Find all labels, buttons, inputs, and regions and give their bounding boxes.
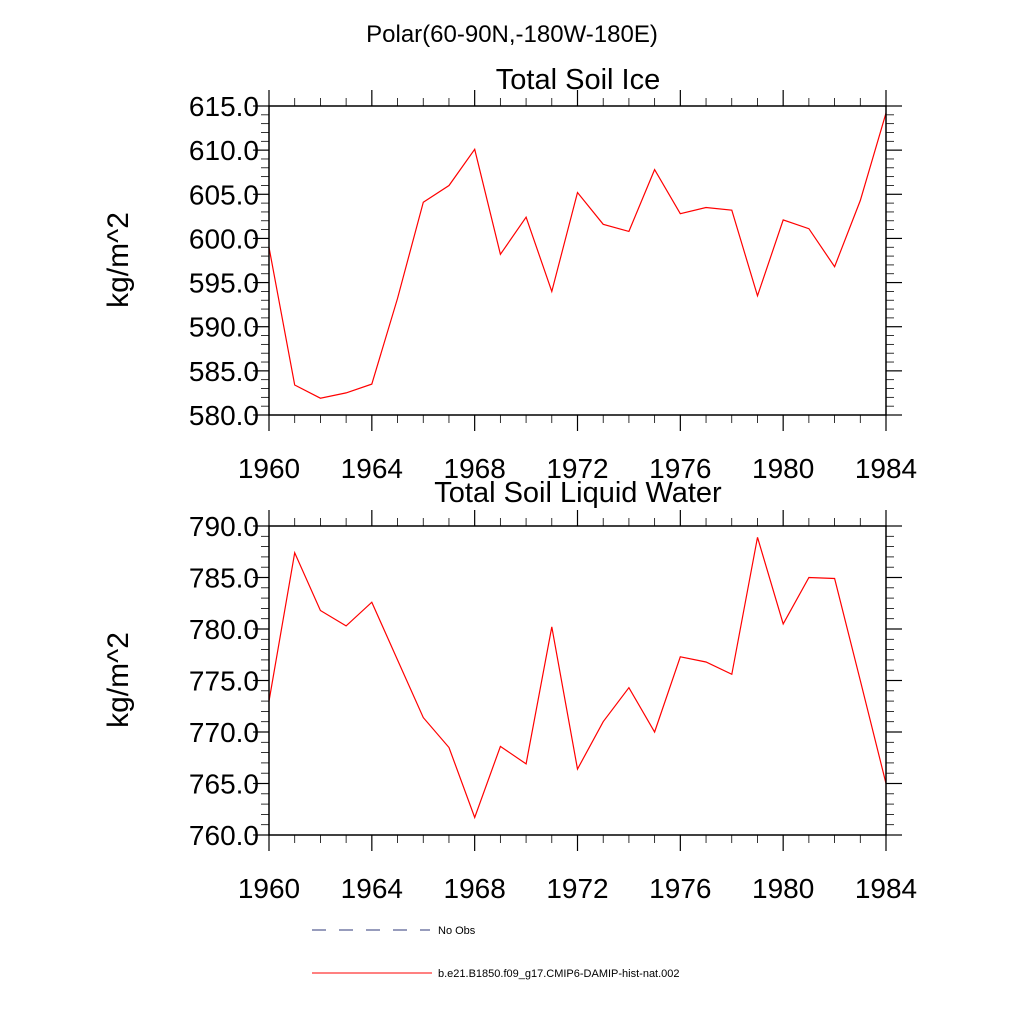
x-tick-label-soil-ice: 1976 bbox=[649, 453, 711, 484]
x-tick-label-soil-liquid-water: 1960 bbox=[238, 873, 300, 904]
panel-soil-liquid-water: Total Soil Liquid Water kg/m^2 760.0 765.… bbox=[102, 477, 917, 904]
y-tick-label-soil-liquid-water: 770.0 bbox=[189, 717, 259, 748]
y-tick-label-soil-liquid-water: 785.0 bbox=[189, 563, 259, 594]
x-tick-label-soil-liquid-water: 1972 bbox=[546, 873, 608, 904]
y-tick-label-soil-liquid-water: 775.0 bbox=[189, 666, 259, 697]
x-tick-label-soil-liquid-water: 1980 bbox=[752, 873, 814, 904]
legend-label-no-obs: No Obs bbox=[438, 925, 476, 937]
y-tick-label-soil-liquid-water: 765.0 bbox=[189, 769, 259, 800]
y-tick-label-soil-ice: 595.0 bbox=[189, 268, 259, 299]
x-tick-label-soil-ice: 1968 bbox=[444, 453, 506, 484]
y-tick-label-soil-liquid-water: 760.0 bbox=[189, 820, 259, 851]
y-axis-label-soil-liquid-water: kg/m^2 bbox=[102, 632, 135, 728]
y-tick-label-soil-ice: 600.0 bbox=[189, 223, 259, 254]
legend: No Obs b.e21.B1850.f09_g17.CMIP6-DAMIP-h… bbox=[312, 925, 680, 980]
x-tick-label-soil-ice: 1964 bbox=[341, 453, 403, 484]
panel-soil-ice: Total Soil Ice kg/m^2 580.0585.0590.0595… bbox=[102, 64, 917, 484]
x-tick-label-soil-liquid-water: 1968 bbox=[444, 873, 506, 904]
x-tick-label-soil-ice: 1972 bbox=[546, 453, 608, 484]
x-tick-label-soil-ice: 1960 bbox=[238, 453, 300, 484]
y-axis-label-soil-ice: kg/m^2 bbox=[102, 212, 135, 308]
y-tick-label-soil-ice: 585.0 bbox=[189, 356, 259, 387]
x-tick-label-soil-liquid-water: 1964 bbox=[341, 873, 403, 904]
panel-title-soil-liquid-water: Total Soil Liquid Water bbox=[434, 477, 722, 509]
series-line-soil-ice bbox=[268, 112, 887, 399]
plot-frame-soil-ice bbox=[268, 105, 887, 416]
y-tick-label-soil-ice: 605.0 bbox=[189, 179, 259, 210]
x-tick-label-soil-liquid-water: 1976 bbox=[649, 873, 711, 904]
x-tick-label-soil-ice: 1980 bbox=[752, 453, 814, 484]
y-tick-label-soil-ice: 615.0 bbox=[189, 91, 259, 122]
series-line-soil-liquid-water bbox=[268, 537, 887, 820]
y-tick-label-soil-ice: 610.0 bbox=[189, 135, 259, 166]
plot-frame-soil-liquid-water bbox=[268, 525, 887, 836]
x-tick-label-soil-ice: 1984 bbox=[855, 453, 917, 484]
legend-label-model-run: b.e21.B1850.f09_g17.CMIP6-DAMIP-hist-nat… bbox=[438, 968, 680, 980]
x-tick-label-soil-liquid-water: 1984 bbox=[855, 873, 917, 904]
y-tick-label-soil-ice: 580.0 bbox=[189, 400, 259, 431]
y-tick-label-soil-liquid-water: 790.0 bbox=[189, 511, 259, 542]
y-tick-label-soil-liquid-water: 780.0 bbox=[189, 614, 259, 645]
y-tick-label-soil-ice: 590.0 bbox=[189, 312, 259, 343]
figure-supertitle: Polar(60-90N,-180W-180E) bbox=[366, 21, 658, 48]
